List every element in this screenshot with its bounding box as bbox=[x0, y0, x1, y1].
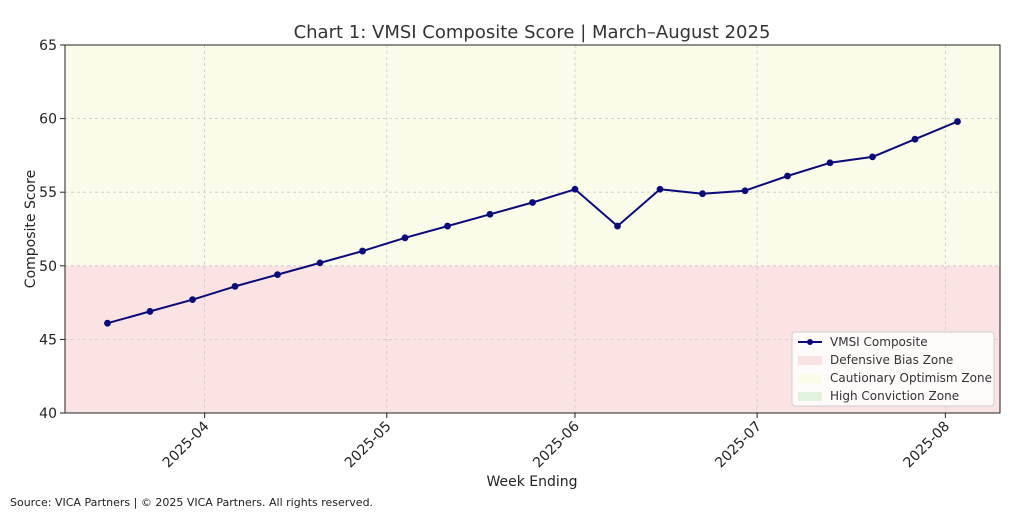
legend-label-0: VMSI Composite bbox=[830, 335, 928, 349]
legend-label-3: High Conviction Zone bbox=[830, 389, 959, 403]
y-axis: 40 45 50 55 60 65 bbox=[39, 38, 65, 422]
legend-label-1: Defensive Bias Zone bbox=[830, 353, 953, 367]
data-point-10 bbox=[529, 199, 536, 206]
zone-band-1 bbox=[65, 45, 1000, 266]
data-point-0 bbox=[104, 319, 111, 327]
legend-marker-0 bbox=[807, 339, 813, 345]
data-point-12 bbox=[614, 222, 621, 230]
data-point-20 bbox=[954, 118, 961, 125]
data-point-11 bbox=[571, 185, 579, 193]
data-point-2 bbox=[189, 296, 196, 304]
data-point-1 bbox=[146, 308, 154, 315]
data-point-16 bbox=[784, 172, 791, 180]
legend-swatch-1 bbox=[798, 356, 822, 365]
data-point-9 bbox=[486, 210, 494, 218]
plot-frame bbox=[64, 44, 1001, 414]
source-note: Source: VICA Partners | © 2025 VICA Part… bbox=[10, 496, 374, 509]
legend-label-2: Cautionary Optimism Zone bbox=[830, 371, 992, 385]
series-layer bbox=[104, 118, 961, 327]
data-point-14 bbox=[699, 190, 706, 198]
data-point-7 bbox=[401, 234, 409, 242]
data-point-13 bbox=[656, 185, 664, 193]
y-tick-label-5: 65 bbox=[39, 38, 57, 54]
y-tick-label-2: 50 bbox=[39, 259, 57, 275]
data-point-8 bbox=[444, 222, 451, 230]
data-point-18 bbox=[869, 153, 876, 161]
chart-title: Chart 1: VMSI Composite Score | March–Au… bbox=[294, 22, 771, 43]
y-tick-label-4: 60 bbox=[39, 112, 57, 128]
x-axis-label: Week Ending bbox=[486, 474, 577, 490]
y-tick-label-0: 40 bbox=[39, 406, 57, 422]
data-point-15 bbox=[741, 187, 749, 195]
data-point-6 bbox=[359, 247, 366, 255]
legend-swatch-3 bbox=[798, 392, 822, 401]
y-tick-label-3: 55 bbox=[39, 185, 57, 201]
data-point-5 bbox=[316, 259, 324, 267]
data-point-19 bbox=[911, 135, 919, 143]
data-point-3 bbox=[231, 283, 239, 290]
legend-box bbox=[791, 331, 995, 407]
legend-swatch-2 bbox=[798, 374, 822, 383]
y-tick-label-1: 45 bbox=[39, 332, 57, 348]
data-point-17 bbox=[826, 159, 834, 167]
legend: VMSI Composite Defensive Bias Zone Caution… bbox=[791, 331, 995, 407]
y-axis-label: Composite Score bbox=[23, 170, 39, 288]
data-point-4 bbox=[274, 271, 281, 279]
